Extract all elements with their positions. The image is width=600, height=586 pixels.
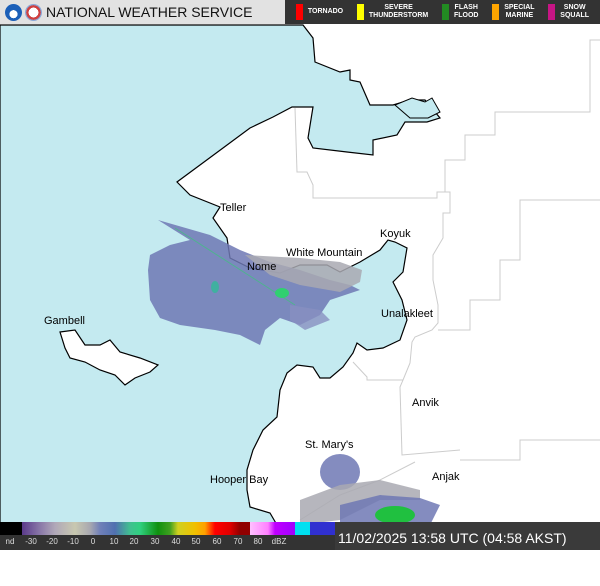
legend-tick: 60: [212, 537, 222, 546]
legend-tick: nd: [5, 537, 15, 546]
warning-special-marine: SPECIAL MARINE: [492, 4, 535, 20]
place-label: Nome: [247, 261, 277, 273]
place-label: Gambell: [44, 315, 85, 327]
nws-logo: [25, 3, 42, 21]
place-label: Unalakleet: [381, 308, 433, 320]
place-label: Anjak: [432, 471, 460, 483]
st-lawrence-island: [59, 329, 160, 386]
legend-tick: 40: [171, 537, 181, 546]
legend-tick: 0: [90, 537, 96, 546]
legend-tick: 70: [233, 537, 243, 546]
warning-legend: TORNADO SEVERE THUNDERSTORM FLASH FLOOD …: [285, 0, 600, 24]
warning-snow-squall: SNOW SQUALL: [548, 4, 589, 20]
legend-tick: -20: [46, 537, 58, 546]
place-label: White Mountain: [286, 247, 363, 259]
place-label: Koyuk: [380, 228, 411, 240]
place-label: Anvik: [412, 397, 439, 409]
dbz-legend: nd -30 -20 -10 0 10 20 30 40 50 60 70 80…: [0, 522, 335, 550]
timestamp: 11/02/2025 13:58 UTC (04:58 AKST) PAEC: [335, 522, 600, 578]
place-label: Hooper Bay: [210, 474, 269, 486]
radar-echoes: [148, 220, 440, 525]
radar-map[interactable]: [0, 0, 600, 550]
place-label: Teller: [220, 202, 247, 214]
dbz-color-bar: [0, 522, 335, 535]
kotzebue-lagoon: [394, 97, 441, 119]
radar-cell: [275, 288, 289, 298]
header-title: NATIONAL WEATHER SERVICE: [46, 4, 253, 20]
boundaries: [294, 39, 600, 521]
warning-tornado: TORNADO: [295, 4, 343, 20]
warning-severe-thunderstorm: SEVERE THUNDERSTORM: [356, 4, 428, 20]
warning-flash-flood: FLASH FLOOD: [441, 4, 478, 20]
legend-tick: 80: [253, 537, 263, 546]
legend-tick: 20: [129, 537, 139, 546]
legend-tick: 10: [109, 537, 119, 546]
legend-tick: -30: [25, 537, 37, 546]
legend-tick: dBZ: [271, 537, 287, 546]
radar-cell: [375, 506, 415, 524]
header: NATIONAL WEATHER SERVICE TORNADO SEVERE …: [0, 0, 600, 24]
noaa-logo: [5, 3, 22, 21]
legend-tick: 30: [150, 537, 160, 546]
place-label: St. Mary's: [305, 439, 354, 451]
legend-tick: 50: [191, 537, 201, 546]
legend-tick: -10: [67, 537, 79, 546]
radar-cell: [211, 281, 219, 293]
